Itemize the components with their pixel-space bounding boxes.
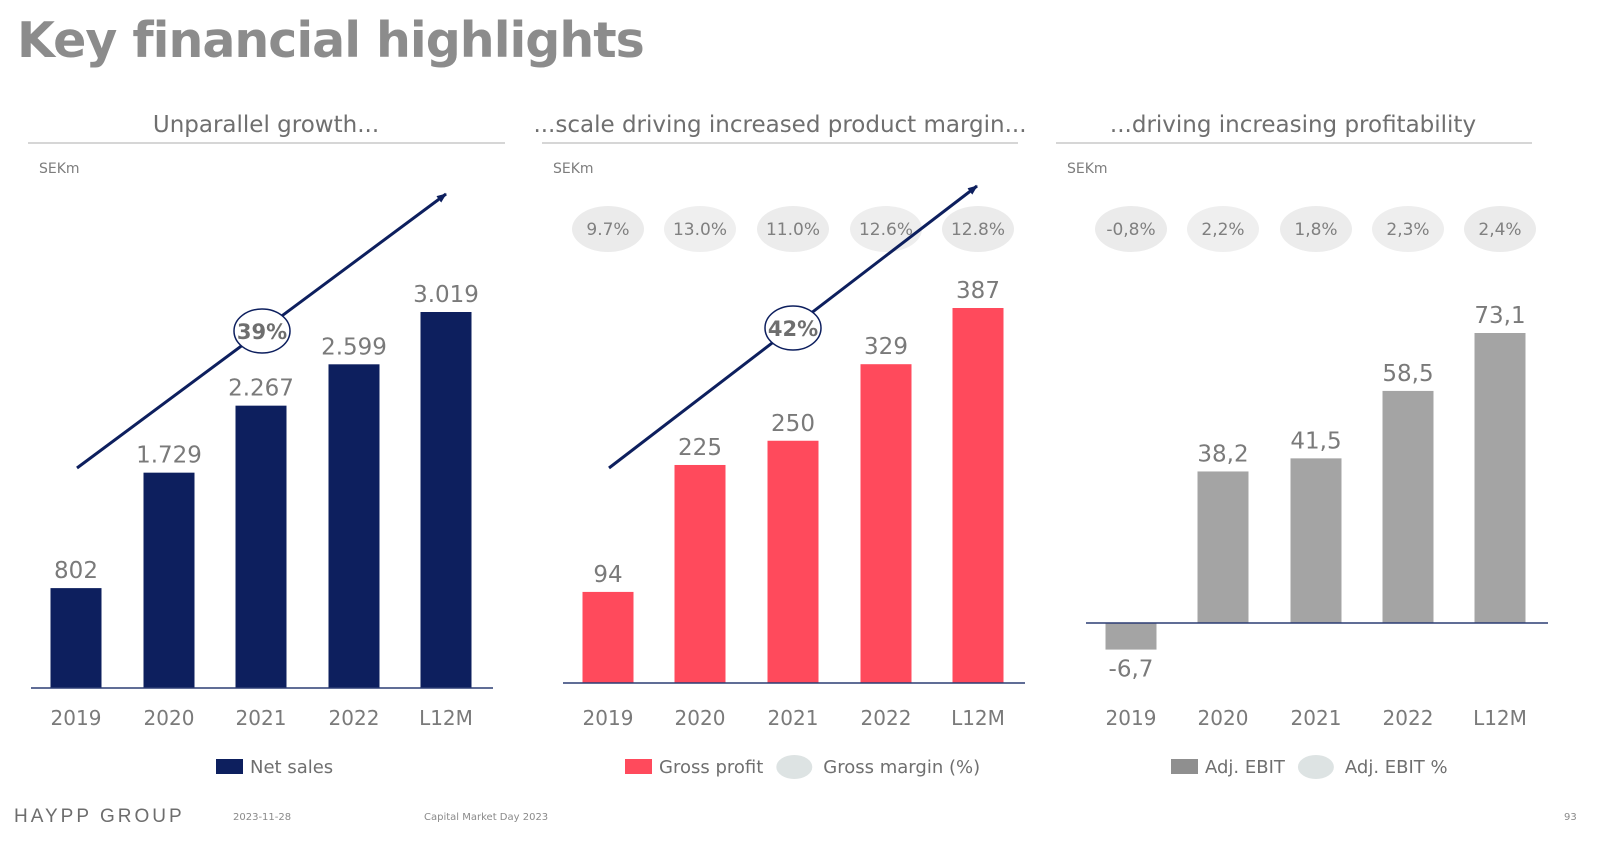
chart-3-x-tick: 2020 <box>1198 706 1249 730</box>
chart-1-value-label: 2.599 <box>321 334 387 360</box>
chart-1-growth-label: 39% <box>237 320 287 344</box>
chart-3-percent-label: 2,2% <box>1201 220 1244 240</box>
chart-3-x-tick: L12M <box>1473 706 1527 730</box>
chart-2-x-tick: 2020 <box>675 706 726 730</box>
chart-3-unit: SEKm <box>1067 161 1108 177</box>
chart-1-x-tick: 2020 <box>144 706 195 730</box>
chart-2-value-label: 225 <box>678 435 722 461</box>
chart-2-growth-circle <box>764 305 822 351</box>
chart-2-percent-bubble <box>942 206 1014 252</box>
chart-2-value-label: 94 <box>593 562 622 588</box>
chart-3-value-label: 58,5 <box>1382 361 1433 387</box>
chart-2-percent-label: 13.0% <box>673 220 727 240</box>
chart-3-x-tick: 2019 <box>1106 706 1157 730</box>
chart-3-percent-label: 2,4% <box>1478 220 1521 240</box>
chart-2-percent-bubble <box>664 206 736 252</box>
chart-3-legend-label: Adj. EBIT % <box>1345 757 1448 778</box>
chart-2-bar <box>767 440 819 683</box>
chart-3-bar <box>1474 333 1526 623</box>
chart-1-x-tick: 2021 <box>236 706 287 730</box>
footer-date: 2023-11-28 <box>233 812 292 823</box>
chart-1-x-tick: 2019 <box>51 706 102 730</box>
chart-2-x-tick: 2022 <box>861 706 912 730</box>
chart-1-bar <box>420 312 472 688</box>
chart-3-x-tick: 2021 <box>1291 706 1342 730</box>
brand-logo: HAYPP GROUP <box>14 806 185 827</box>
chart-3-bar <box>1382 390 1434 623</box>
chart-3-percent-bubble <box>1372 206 1444 252</box>
chart-1-value-label: 1.729 <box>136 443 202 469</box>
chart-2-value-label: 250 <box>771 411 815 437</box>
chart-3-bar <box>1197 471 1249 623</box>
chart-3-value-label: -6,7 <box>1109 657 1154 683</box>
chart-1-growth-circle <box>233 308 291 354</box>
chart-2-percent-label: 9.7% <box>586 220 629 240</box>
chart-3-percent-bubble <box>1280 206 1352 252</box>
chart-2-bar <box>952 308 1004 683</box>
chart-2-value-label: 329 <box>864 334 908 360</box>
chart-1-x-tick: L12M <box>419 706 473 730</box>
page-title: Key financial highlights <box>17 12 645 69</box>
chart-1-legend-label: Net sales <box>250 757 333 778</box>
chart-3-value-label: 73,1 <box>1474 303 1525 329</box>
chart-1-bar <box>143 472 195 688</box>
chart-2-bar <box>582 591 634 683</box>
chart-1-legend-swatch <box>216 759 243 774</box>
chart-3-value-label: 41,5 <box>1290 428 1341 454</box>
chart-1-unit: SEKm <box>39 161 80 177</box>
chart-2-legend-label: Gross margin (%) <box>823 757 980 778</box>
chart-2-percent-bubble <box>572 206 644 252</box>
chart-2-percent-label: 12.8% <box>951 220 1005 240</box>
chart-3-bar <box>1290 458 1342 623</box>
chart-3-percent-bubble <box>1464 206 1536 252</box>
chart-2-legend-bubble <box>776 755 813 779</box>
page-number: 93 <box>1564 812 1577 823</box>
chart-2-growth-label: 42% <box>768 317 818 341</box>
chart-3-percent-label: -0,8% <box>1106 220 1155 240</box>
chart-2-value-label: 387 <box>956 278 1000 304</box>
chart-2-x-tick: L12M <box>951 706 1005 730</box>
chart-1-bar <box>328 364 380 688</box>
chart-2-bar <box>860 364 912 683</box>
chart-3-percent-bubble <box>1095 206 1167 252</box>
chart-2-legend-swatch <box>625 759 652 774</box>
chart-2-x-tick: 2019 <box>583 706 634 730</box>
footer-event: Capital Market Day 2023 <box>424 812 549 823</box>
chart-1-value-label: 802 <box>54 558 98 584</box>
chart-2-percent-bubble <box>757 206 829 252</box>
chart-1-value-label: 2.267 <box>228 376 294 402</box>
chart-3-legend-label: Adj. EBIT <box>1205 757 1286 778</box>
chart-2-percent-label: 12.6% <box>859 220 913 240</box>
chart-1-title: Unparallel growth... <box>153 112 379 138</box>
chart-2-bar <box>674 464 726 683</box>
chart-2-legend-label: Gross profit <box>659 757 763 778</box>
chart-1-bar <box>50 588 102 688</box>
chart-3-percent-label: 2,3% <box>1386 220 1429 240</box>
chart-3-x-tick: 2022 <box>1383 706 1434 730</box>
chart-2-x-tick: 2021 <box>768 706 819 730</box>
chart-3-percent-bubble <box>1187 206 1259 252</box>
chart-2-unit: SEKm <box>553 161 594 177</box>
chart-1-value-label: 3.019 <box>413 282 479 308</box>
chart-3-percent-label: 1,8% <box>1294 220 1337 240</box>
chart-3-bar <box>1105 623 1157 650</box>
chart-2-title: ...scale driving increased product margi… <box>533 112 1026 138</box>
chart-3-legend-bubble <box>1297 755 1334 779</box>
chart-3-title: ...driving increasing profitability <box>1110 112 1476 138</box>
chart-3-legend-swatch <box>1171 759 1198 774</box>
chart-3-value-label: 38,2 <box>1197 441 1248 467</box>
chart-2-percent-label: 11.0% <box>766 220 820 240</box>
chart-1-x-tick: 2022 <box>329 706 380 730</box>
chart-1-bar <box>235 405 287 688</box>
